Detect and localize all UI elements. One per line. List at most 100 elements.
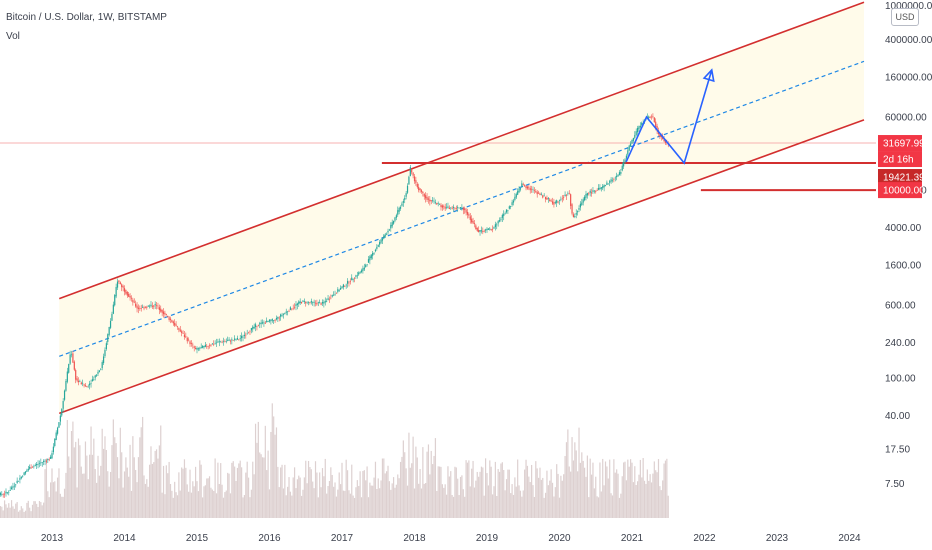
- volume-bar: [415, 446, 417, 518]
- volume-bar: [397, 474, 399, 518]
- projection-path[interactable]: [625, 69, 713, 165]
- volume-bar: [444, 484, 446, 518]
- volume-bar: [13, 508, 15, 518]
- volume-bar: [557, 473, 559, 518]
- candle-body: [397, 210, 399, 215]
- candle-body: [486, 228, 488, 231]
- volume-bar: [568, 466, 570, 518]
- candle-body: [510, 205, 512, 207]
- candle-body: [468, 214, 470, 216]
- volume-bar: [489, 460, 491, 518]
- candle-body: [618, 172, 621, 175]
- candle-body: [341, 286, 343, 289]
- y-tick-label: 100.00: [885, 374, 916, 385]
- volume-bar: [517, 459, 519, 518]
- candle-body: [549, 199, 551, 202]
- volume-bar: [621, 476, 623, 518]
- y-tick-label: 7.50: [885, 479, 905, 490]
- candle-body: [570, 194, 572, 206]
- channel-upper-line[interactable]: [58, 1, 865, 300]
- price-tag-box: [878, 135, 922, 152]
- volume-bar: [480, 466, 483, 518]
- volume-bar: [655, 470, 657, 518]
- volume-bar: [528, 476, 530, 518]
- candle-body: [365, 265, 367, 268]
- volume-bar: [518, 485, 520, 518]
- volume-bar: [610, 493, 612, 518]
- candle-body: [392, 220, 395, 224]
- volume-bar: [531, 464, 533, 518]
- volume-bar: [330, 467, 332, 518]
- volume-bar: [533, 496, 536, 518]
- candle-body: [391, 222, 393, 227]
- volume-bar: [606, 466, 608, 518]
- volume-bar: [377, 478, 379, 518]
- price-axis[interactable]: 1000000.00 400000.00 160000.00 60000.00 1000…: [885, 1, 932, 490]
- volume-bar: [181, 467, 183, 518]
- volume-bar: [207, 478, 209, 518]
- candle-body: [189, 341, 191, 345]
- volume-bar: [536, 468, 538, 518]
- volume-bar: [147, 486, 149, 518]
- candle-body: [24, 471, 27, 474]
- volume-bar: [441, 484, 443, 518]
- volume-bar: [423, 483, 425, 518]
- volume-bar: [438, 466, 441, 518]
- volume-bar: [144, 483, 147, 518]
- volume-bar: [59, 493, 61, 518]
- candle-body: [93, 379, 95, 380]
- volume-bar: [413, 488, 416, 518]
- volume-bar: [213, 490, 215, 518]
- candle-body: [167, 315, 169, 317]
- candle-body: [268, 319, 271, 322]
- candle-body: [68, 364, 70, 373]
- candle-body: [475, 225, 477, 230]
- volume-bar: [105, 450, 107, 518]
- candle-body: [148, 305, 151, 307]
- candle-body: [394, 217, 396, 221]
- volume-bar: [486, 473, 488, 518]
- candle-body: [137, 307, 140, 309]
- candle-body: [102, 356, 105, 364]
- volume-bar: [192, 481, 194, 518]
- volume-bar: [130, 490, 133, 518]
- volume-bar: [390, 489, 392, 518]
- volume-bar: [257, 421, 259, 518]
- volume-bar: [264, 425, 266, 518]
- volume-bar: [578, 427, 580, 518]
- candle-body: [503, 213, 505, 217]
- candle-body: [401, 203, 403, 206]
- volume-bar: [122, 487, 124, 518]
- symbol-title: Bitcoin / U.S. Dollar, 1W, BITSTAMP: [6, 12, 167, 23]
- candle-body: [243, 334, 246, 336]
- candle-body: [561, 198, 563, 200]
- volume-bar: [494, 461, 496, 518]
- candle-body: [485, 229, 487, 231]
- candle-body: [98, 370, 101, 372]
- candle-body: [121, 284, 123, 288]
- volume-bar: [603, 485, 605, 518]
- candle-body: [116, 281, 119, 288]
- candle-body: [284, 312, 286, 314]
- volume-bar: [452, 496, 455, 518]
- time-axis[interactable]: 2013 2014 2015 2016 2017 2018 2019 2020 2021 2022…: [41, 533, 861, 544]
- candle-body: [168, 317, 170, 320]
- channel-lower-line[interactable]: [58, 119, 865, 415]
- volume-bar: [6, 507, 8, 518]
- x-tick-label: 2017: [331, 533, 354, 544]
- candle-body: [471, 218, 473, 223]
- volume-bar: [500, 463, 502, 518]
- volume-bar: [246, 461, 248, 518]
- horizontal-levels[interactable]: [381, 162, 876, 192]
- volume-bar: [515, 486, 517, 518]
- volume-bar: [245, 472, 247, 518]
- candle-body: [47, 458, 49, 461]
- candle-body: [0, 493, 2, 495]
- candle-body: [455, 208, 457, 209]
- candle-body: [111, 313, 113, 321]
- candle-body: [448, 207, 450, 209]
- candle-body: [164, 312, 166, 315]
- volume-bar: [408, 432, 410, 518]
- currency-badge[interactable]: USD: [891, 8, 919, 26]
